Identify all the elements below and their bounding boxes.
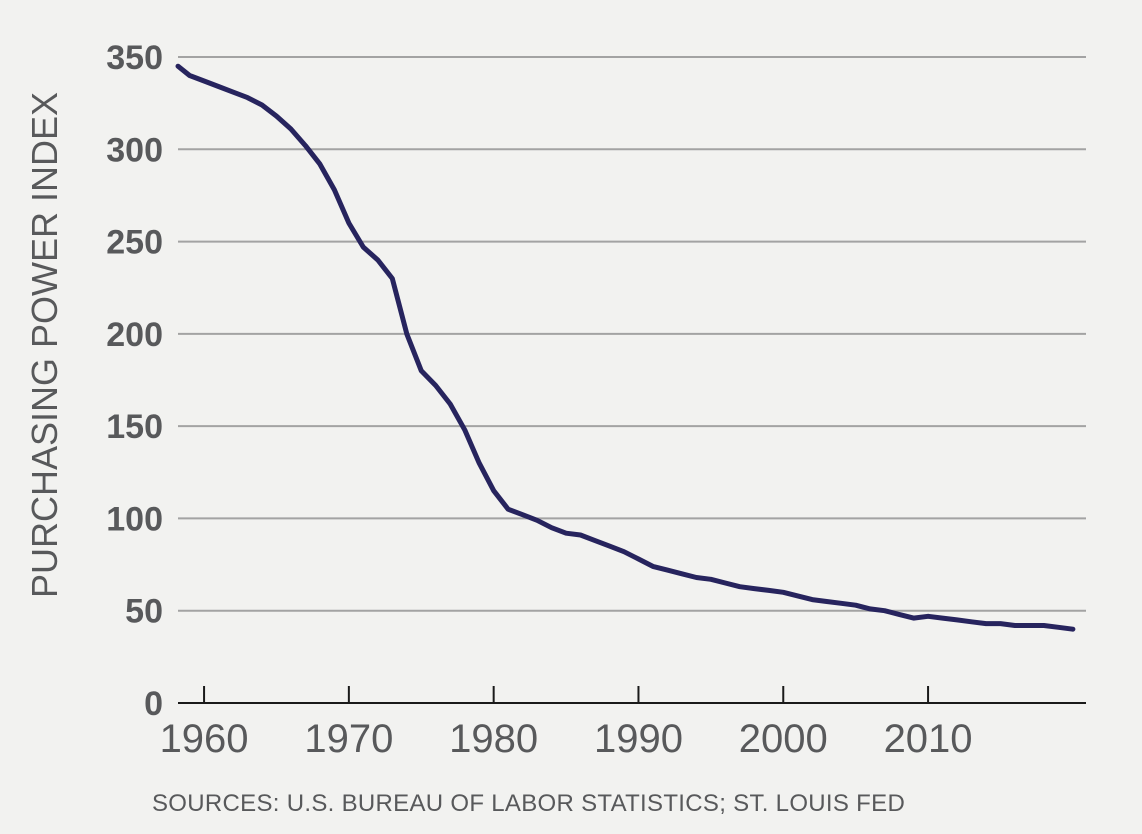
y-tick-label-100: 100: [106, 500, 163, 538]
y-tick-label-250: 250: [106, 224, 163, 262]
y-tick-label-350: 350: [106, 39, 163, 77]
y-tick-label-200: 200: [106, 316, 163, 354]
y-axis-label: PURCHASING POWER INDEX: [24, 92, 65, 598]
source-note: SOURCES: U.S. BUREAU OF LABOR STATISTICS…: [152, 790, 906, 817]
y-tick-label-150: 150: [106, 408, 163, 446]
gridlines: [178, 56, 1086, 612]
x-tick-label-1970: 1970: [304, 717, 393, 761]
y-tick-label-300: 300: [106, 131, 163, 169]
x-tick-label-1960: 1960: [160, 717, 249, 761]
x-tick-label-1990: 1990: [594, 717, 683, 761]
y-axis-ticks: 0 50 100 150 200 250 300 350: [106, 39, 163, 723]
y-tick-label-50: 50: [125, 593, 163, 631]
x-tick-label-2000: 2000: [739, 717, 828, 761]
x-tick-label-2010: 2010: [884, 717, 973, 761]
y-tick-label-0: 0: [144, 685, 163, 723]
x-tick-label-1980: 1980: [449, 717, 538, 761]
x-axis-ticks: 1960 1970 1980 1990 2000 2010: [160, 686, 973, 761]
purchasing-power-line: [175, 63, 1076, 632]
